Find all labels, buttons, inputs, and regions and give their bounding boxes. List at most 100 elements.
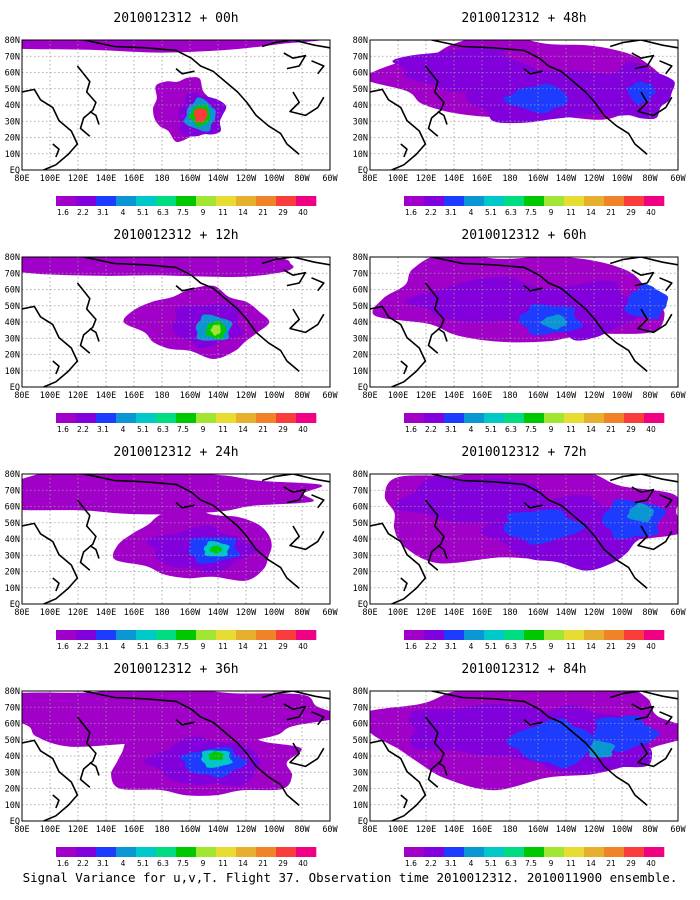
coastline (83, 691, 300, 807)
colorbar-label: 29 (278, 859, 288, 868)
colorbar-label: 7.5 (177, 208, 189, 217)
colorbar-swatch (644, 630, 665, 640)
x-tick-label: 140E (96, 608, 116, 618)
colorbar-swatch (544, 630, 565, 640)
x-tick-label: 100E (388, 825, 408, 835)
y-tick-label: 50N (353, 519, 368, 529)
colorbar-label: 4 (469, 642, 474, 651)
colorbar-label: 11 (218, 859, 228, 868)
colorbar-label: 14 (238, 642, 248, 651)
colorbar-swatch (624, 847, 645, 857)
y-tick-label: 10N (353, 367, 368, 377)
chart-figure: 2010012312 + 00h EQ 10N 20N 30N 40N 50N 60N 70N 8… (5, 11, 687, 868)
colorbar-swatch (256, 847, 277, 857)
x-tick-label: 180 (502, 391, 517, 401)
colorbar-swatch (216, 196, 237, 206)
x-tick-label: 120E (68, 825, 88, 835)
colorbar-swatch (256, 196, 277, 206)
y-tick-label: 20N (5, 351, 20, 361)
y-tick-label: 80N (353, 470, 368, 480)
colorbar-swatch (136, 630, 157, 640)
coastline (76, 282, 97, 354)
colorbar-swatch (136, 413, 157, 423)
coastline (424, 65, 445, 137)
colorbar-label: 5.1 (137, 425, 149, 434)
colorbar-label: 6.3 (505, 425, 517, 434)
colorbar-swatch (296, 630, 317, 640)
colorbar-swatch (564, 413, 585, 423)
coastlines (22, 40, 330, 170)
variance-contour (503, 509, 585, 545)
x-tick-label: 60W (322, 608, 338, 618)
y-tick-label: 50N (5, 519, 20, 529)
colorbar-swatch (544, 413, 565, 423)
x-tick-label: 80W (642, 608, 658, 618)
y-tick-label: 50N (5, 736, 20, 746)
map-frame (369, 690, 679, 822)
colorbar-label: 3.1 (97, 425, 109, 434)
colorbar-swatch (96, 847, 117, 857)
coastline (76, 499, 97, 571)
colorbar-label: 3.1 (97, 859, 109, 868)
x-tick-label: 100E (40, 391, 60, 401)
y-tick-label: 20N (5, 568, 20, 578)
y-tick-label: 20N (353, 568, 368, 578)
y-tick-label: 50N (5, 85, 20, 95)
coastline (659, 711, 673, 726)
x-tick-label: 80W (294, 391, 310, 401)
coastline (637, 308, 673, 334)
colorbar-swatch (56, 196, 77, 206)
coastline (431, 257, 648, 373)
colorbar-swatch (484, 196, 505, 206)
colorbar-label: 29 (626, 859, 636, 868)
y-tick-label: EQ (10, 166, 20, 176)
y-tick-label: 30N (5, 117, 20, 127)
y-tick-label: 40N (5, 318, 20, 328)
colorbar-label: 11 (218, 642, 228, 651)
colorbar-swatch (116, 630, 137, 640)
x-tick-label: 100W (264, 608, 285, 618)
colorbar-label: 21 (258, 859, 268, 868)
coastline (437, 761, 448, 776)
coastline (22, 739, 79, 821)
x-tick-label: 140E (444, 174, 464, 184)
colorbar-label: 1.6 (405, 642, 417, 651)
colorbar-label: 9 (201, 642, 206, 651)
y-tick-label: 40N (353, 535, 368, 545)
colorbar-swatch (524, 630, 545, 640)
colorbar-swatch (96, 196, 117, 206)
y-tick-label: 40N (353, 318, 368, 328)
colorbar-swatch (256, 413, 277, 423)
y-tick-label: 10N (353, 584, 368, 594)
colorbar-swatch (276, 630, 297, 640)
y-tick-label: 60N (353, 286, 368, 296)
x-tick-label: 140W (208, 608, 229, 618)
shading-layer (22, 257, 294, 360)
coastline (83, 474, 300, 590)
coastline (609, 40, 678, 49)
colorbar-label: 40 (646, 208, 656, 217)
coastline (175, 67, 195, 75)
variance-contour (22, 474, 323, 515)
x-tick-label: 120W (236, 608, 257, 618)
coastline (631, 703, 655, 721)
colorbar-label: 14 (586, 859, 596, 868)
colorbar-label: 1.6 (57, 425, 69, 434)
coastline (523, 718, 543, 726)
colorbar-swatch (524, 413, 545, 423)
coastline (431, 40, 648, 156)
x-tick-label: 100W (264, 825, 285, 835)
colorbar-swatch (96, 630, 117, 640)
colorbar-label: 11 (566, 425, 576, 434)
coastline (261, 691, 330, 700)
colorbar-swatch (216, 847, 237, 857)
colorbar-label: 11 (566, 642, 576, 651)
coastline (437, 110, 448, 125)
panel-title: 2010012312 + 36h (113, 662, 238, 677)
coastline (89, 761, 100, 776)
colorbar-label: 14 (586, 425, 596, 434)
panel-title: 2010012312 + 60h (461, 228, 586, 243)
colorbar-label: 7.5 (177, 642, 189, 651)
y-tick-label: 60N (353, 720, 368, 730)
x-tick-label: 80W (642, 174, 658, 184)
